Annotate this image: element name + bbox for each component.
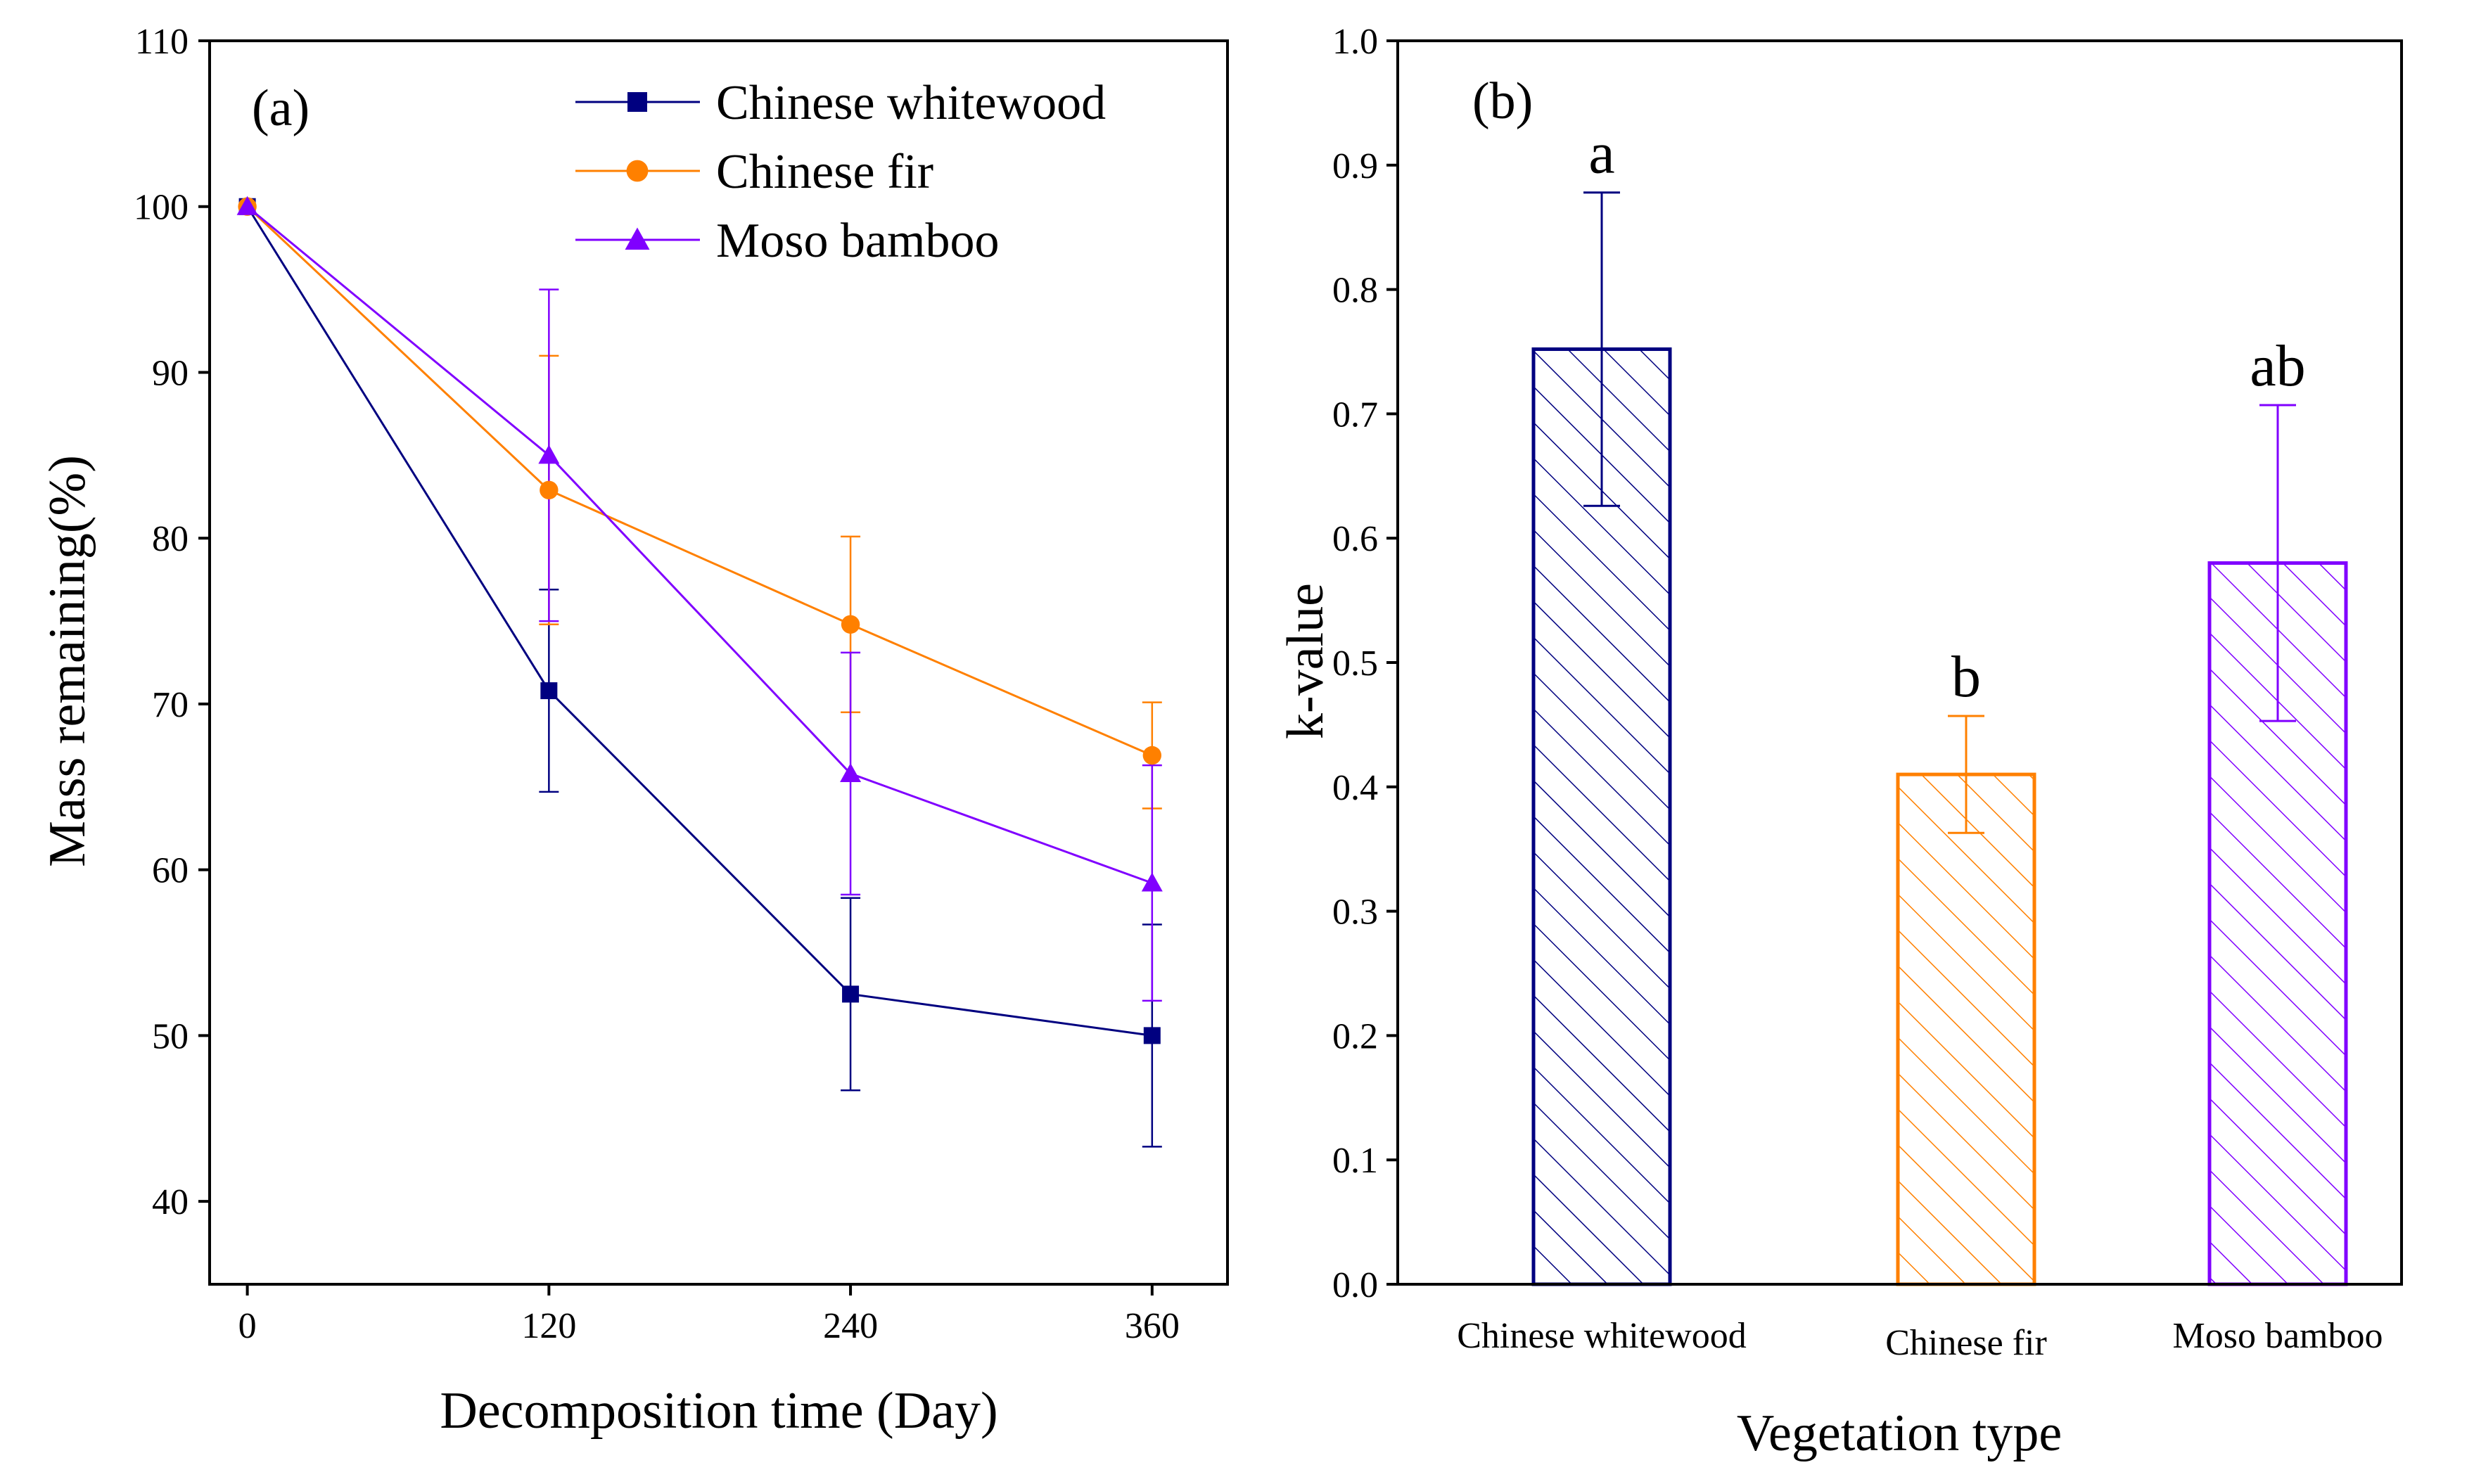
chinese-whitewood-category-label: Chinese whitewood	[1457, 1316, 1747, 1356]
b-y-tick-label: 0.2	[1332, 1016, 1378, 1056]
chinese-whitewood-point	[540, 682, 558, 700]
chinese-fir-point	[540, 480, 559, 500]
chinese-fir-bar	[1896, 772, 2036, 1286]
b-panel-label: (b)	[1472, 72, 1533, 130]
a-y-tick-label: 80	[152, 519, 189, 559]
b-y-tick-label: 0.5	[1332, 644, 1378, 684]
a-x-tick-label: 120	[521, 1306, 576, 1346]
b-y-tick-label: 0.1	[1332, 1141, 1378, 1181]
a-y-tick-label: 70	[152, 685, 189, 725]
b-y-tick-label: 0.7	[1332, 395, 1378, 435]
a-x-tick-label: 240	[823, 1306, 878, 1346]
b-axis-ticks: 0.0 0.1 0.2 0.3 0.4 0.5 0.6 0.7 0.8 0.9 1.0 Chinese…	[1332, 22, 2383, 1363]
chinese-whitewood-legend-label: Chinese whitewood	[716, 76, 1106, 130]
b-plot-frame	[1396, 39, 2403, 1286]
chinese-fir-legend-marker	[626, 160, 649, 182]
moso-bamboo-significance: ab	[2250, 333, 2305, 399]
chinese-fir-legend-label: Chinese fir	[716, 145, 933, 199]
a-y-tick-label: 60	[152, 851, 189, 891]
b-y-tick-label: 0.0	[1332, 1265, 1378, 1305]
b-error-bars	[1583, 191, 2296, 834]
moso-bamboo-category-label: Moso bamboo	[2173, 1316, 2383, 1356]
b-y-tick-label: 0.8	[1332, 271, 1378, 311]
chinese-whitewood-point	[842, 985, 860, 1003]
chinese-fir-significance: b	[1951, 644, 1981, 710]
chinese-whitewood-legend-marker	[627, 92, 647, 112]
a-y-tick-label: 100	[134, 188, 189, 228]
a-markers	[236, 196, 1163, 1044]
moso-bamboo-point	[538, 444, 560, 464]
a-legend: Chinese whitewood Chinese fir Moso bamboo	[575, 76, 1106, 268]
b-y-tick-label: 0.6	[1332, 519, 1378, 559]
moso-bamboo-point	[1141, 872, 1163, 892]
a-axis-ticks: 0 120 240 360 40 50 60 70 80 90 100 110	[134, 22, 1180, 1346]
chinese-fir-category-label: Chinese fir	[1885, 1323, 2047, 1363]
b-x-axis-label: Vegetation type	[1737, 1405, 2062, 1462]
moso-bamboo-legend-label: Moso bamboo	[716, 214, 1000, 268]
a-x-axis-label: Decomposition time (Day)	[440, 1382, 997, 1440]
a-y-tick-label: 40	[152, 1182, 189, 1222]
moso-bamboo-line	[246, 205, 1153, 884]
chinese-fir-line	[246, 205, 1153, 757]
moso-bamboo-legend-marker	[625, 227, 650, 250]
a-series-lines	[246, 205, 1153, 1037]
a-y-tick-label: 110	[135, 22, 189, 62]
a-x-tick-label: 360	[1125, 1306, 1180, 1346]
chinese-fir-point	[1142, 746, 1162, 765]
b-y-tick-label: 0.9	[1332, 146, 1378, 186]
a-panel-label: (a)	[252, 79, 310, 137]
b-y-tick-label: 0.4	[1332, 768, 1378, 808]
b-y-axis-label: k-value	[1277, 583, 1334, 739]
a-x-tick-label: 0	[238, 1306, 257, 1346]
chart-b: 0.0 0.1 0.2 0.3 0.4 0.5 0.6 0.7 0.8 0.9 1.0 Chinese…	[1277, 22, 2403, 1462]
moso-bamboo-point	[840, 762, 862, 782]
b-bars	[1531, 347, 2348, 1286]
chinese-whitewood-line	[246, 205, 1153, 1037]
b-y-tick-label: 0.3	[1332, 893, 1378, 933]
a-plot-frame	[208, 39, 1229, 1286]
a-y-axis-label: Mass remaining(%)	[39, 455, 96, 867]
chinese-whitewood-significance: a	[1588, 121, 1614, 186]
moso-bamboo-point	[236, 196, 258, 215]
chart-a: 0 120 240 360 40 50 60 70 80 90 100 110 (a) Decompo…	[39, 22, 1229, 1440]
a-y-tick-label: 50	[152, 1016, 189, 1056]
a-y-tick-label: 90	[152, 353, 189, 393]
chinese-whitewood-point	[1143, 1027, 1161, 1044]
b-y-tick-label: 1.0	[1332, 22, 1378, 62]
chinese-fir-point	[841, 615, 860, 634]
